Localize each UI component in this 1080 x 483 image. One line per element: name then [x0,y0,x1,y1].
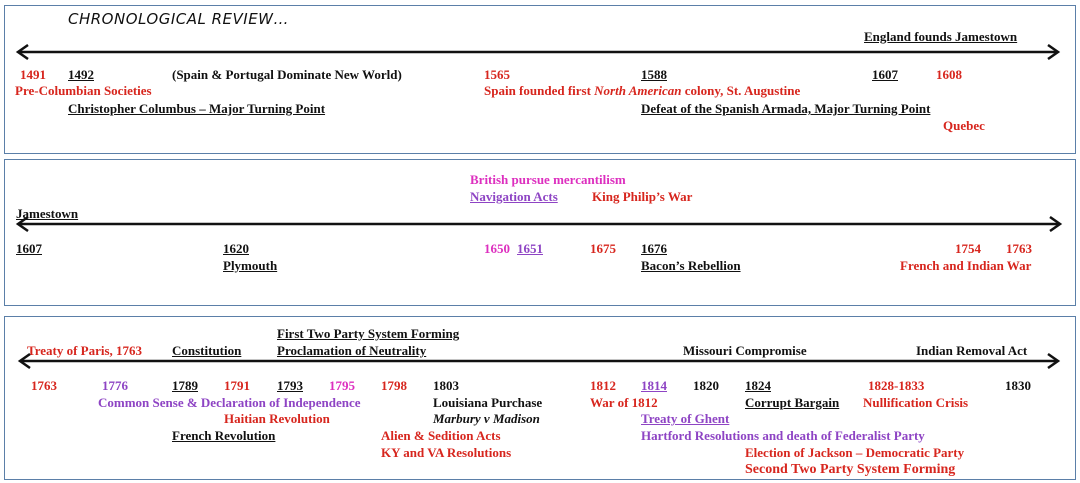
year-1608: 1608 [936,67,962,82]
plymouth-label: Plymouth [223,258,278,273]
ky-va-label: KY and VA Resolutions [381,445,512,460]
proclamation-label: Proclamation of Neutrality [277,343,427,358]
constitution-label: Constitution [172,343,242,358]
year-1607-b: 1607 [16,241,42,256]
bacon-rebellion-label: Bacon’s Rebellion [641,258,741,273]
year-1588: 1588 [641,67,667,82]
year-1676: 1676 [641,241,667,256]
year-1650: 1650 [484,241,510,256]
treaty-ghent-label: Treaty of Ghent [641,411,730,426]
page-title: CHRONOLOGICAL REVIEW… [68,10,290,28]
nullification-label: Nullification Crisis [863,395,969,410]
marbury-label: Marbury v Madison [433,411,540,426]
alien-sedition-label: Alien & Sedition Acts [381,428,501,443]
war-1812-label: War of 1812 [590,395,658,410]
year-1803: 1803 [433,378,459,393]
st-augustine-label: Spain founded first North American colon… [484,83,801,98]
haitian-revolution-label: Haitian Revolution [224,411,330,426]
second-party-system-label: Second Two Party System Forming [745,462,956,477]
year-1814: 1814 [641,378,667,393]
timeline-arrow-2 [15,216,1063,232]
year-1763-c: 1763 [31,378,57,393]
treaty-paris-label: Treaty of Paris, 1763 [27,343,143,358]
mercantilism-label: British pursue mercantilism [470,172,626,187]
timeline-panel-3 [4,316,1076,480]
year-1812: 1812 [590,378,616,393]
year-1491: 1491 [20,67,46,82]
spain-portugal-label: (Spain & Portugal Dominate New World) [172,67,402,82]
year-1828-1833: 1828-1833 [868,378,925,393]
year-1620: 1620 [223,241,249,256]
timeline-panel-1 [4,5,1076,154]
year-1793: 1793 [277,378,303,393]
timeline-panel-2 [4,159,1076,306]
navigation-acts-label: Navigation Acts [470,189,558,204]
hartford-label: Hartford Resolutions and death of Federa… [641,428,925,443]
year-1776: 1776 [102,378,128,393]
common-sense-label: Common Sense & Declaration of Independen… [98,395,361,410]
king-philip-label: King Philip’s War [592,189,693,204]
timeline-arrow-3 [17,353,1061,369]
first-party-system-label: First Two Party System Forming [277,326,460,341]
french-revolution-label: French Revolution [172,428,276,443]
year-1651: 1651 [517,241,543,256]
quebec-label: Quebec [943,118,985,133]
year-1824: 1824 [745,378,771,393]
year-1798: 1798 [381,378,407,393]
year-1789: 1789 [172,378,198,393]
columbus-label: Christopher Columbus – Major Turning Poi… [68,101,326,116]
year-1795: 1795 [329,378,355,393]
missouri-label: Missouri Compromise [683,343,807,358]
year-1830: 1830 [1005,378,1031,393]
corrupt-bargain-label: Corrupt Bargain [745,395,840,410]
year-1754: 1754 [955,241,981,256]
year-1791: 1791 [224,378,250,393]
year-1675: 1675 [590,241,616,256]
year-1607: 1607 [872,67,898,82]
year-1820: 1820 [693,378,719,393]
timeline-arrow-1 [15,44,1061,60]
jamestown-label: Jamestown [16,206,79,221]
louisiana-purchase-label: Louisiana Purchase [433,395,543,410]
year-1763: 1763 [1006,241,1032,256]
year-1565: 1565 [484,67,510,82]
armada-label: Defeat of the Spanish Armada, Major Turn… [641,101,931,116]
pre-columbian-label: Pre-Columbian Societies [15,83,152,98]
election-jackson-label: Election of Jackson – Democratic Party [745,445,965,460]
french-indian-war-label: French and Indian War [900,258,1032,273]
indian-removal-label: Indian Removal Act [916,343,1028,358]
year-1492: 1492 [68,67,94,82]
england-jamestown-label: England founds Jamestown [864,29,1018,44]
